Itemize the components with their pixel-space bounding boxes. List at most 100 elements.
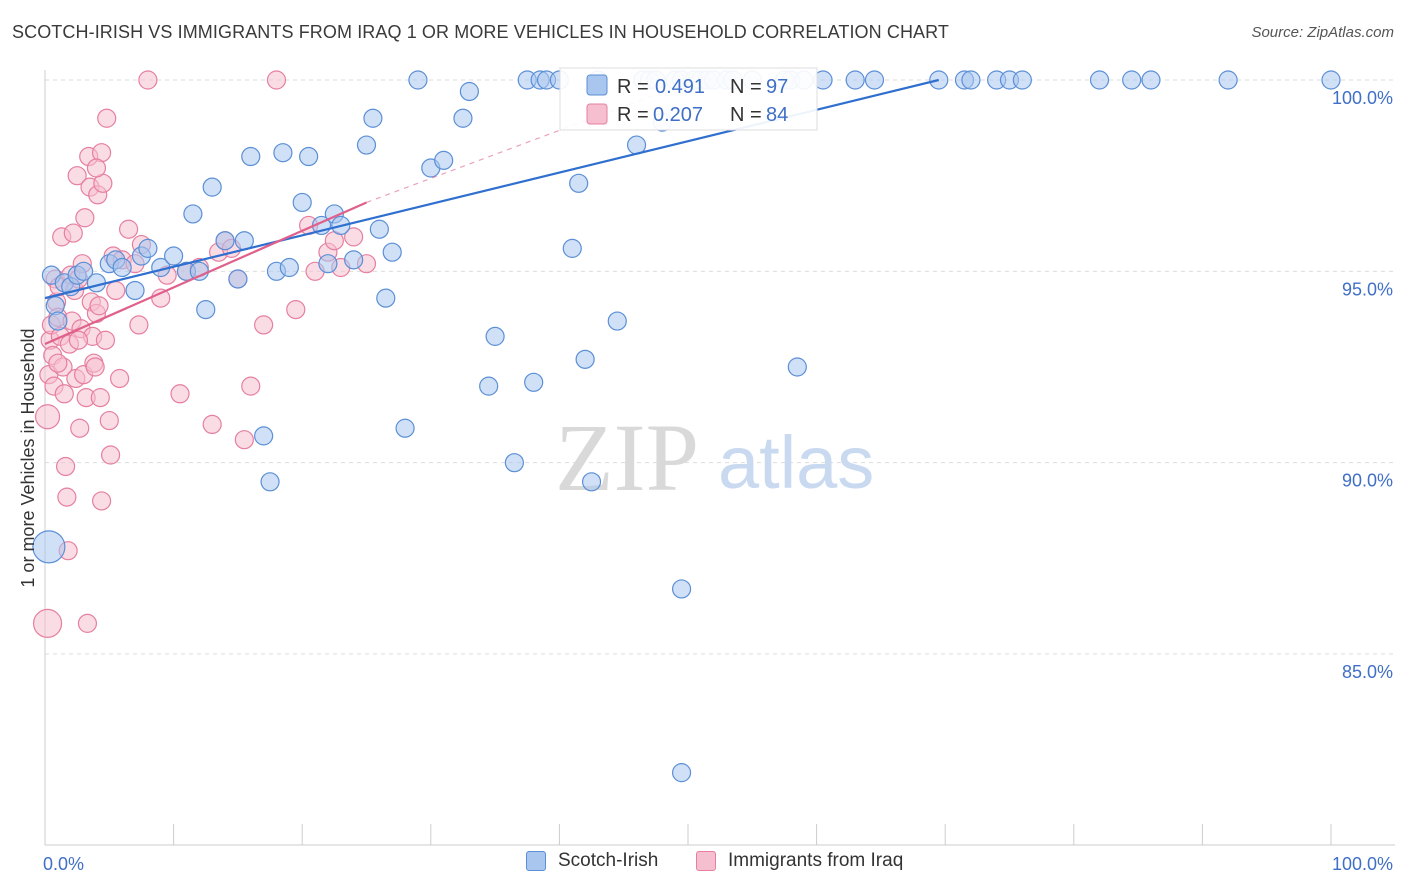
scotch-irish-point-85: [864, 70, 885, 90]
iraq-point-42: [90, 388, 110, 408]
scotch-irish-point-16: [164, 246, 184, 266]
legend-r-value-2: 0.207: [653, 104, 703, 126]
legend-swatch-blue: [586, 74, 608, 96]
scotch-irish-point-19: [189, 261, 209, 281]
legend-item-iraq[interactable]: Immigrants from Iraq: [696, 850, 903, 872]
grid-lines: [45, 79, 1395, 655]
scotch-irish-point-3: [48, 311, 68, 331]
iraq-point-63: [202, 414, 222, 434]
scotch-irish-point-59: [575, 349, 595, 369]
scotch-irish-point-38: [356, 135, 377, 155]
iraq-point-69: [241, 376, 261, 396]
scotch-irish-point-51: [504, 453, 524, 473]
iraq-point-57: [138, 70, 158, 90]
y-tick-label-0: 100.0%: [1332, 88, 1393, 108]
scotch-irish-point-95: [1218, 70, 1238, 90]
trend-line-iraq: [44, 201, 367, 346]
scotch-irish-point-92: [1089, 70, 1110, 90]
iraq-point-83: [48, 353, 68, 373]
y-tick-label-2: 90.0%: [1342, 471, 1393, 491]
scotch-irish-point-0: [32, 530, 66, 564]
iraq-point-16: [57, 487, 77, 507]
iraq-point-32: [77, 613, 98, 633]
y-tick-labels: 100.0% 95.0% 90.0% 85.0%: [1332, 88, 1393, 682]
scotch-irish-point-44: [408, 70, 428, 90]
scotch-irish-point-32: [299, 146, 319, 167]
scotch-irish-point-20: [196, 300, 216, 320]
watermark: ZIP atlas: [555, 404, 874, 511]
scotch-irish-point-71: [671, 763, 692, 783]
iraq-point-15: [55, 456, 76, 477]
x-tick-label-0: 0.0%: [43, 854, 84, 874]
iraq-point-72: [286, 300, 306, 320]
scotch-irish-point-46: [434, 150, 454, 170]
scotch-irish-point-18: [183, 204, 203, 224]
legend-label-iraq: Immigrants from Iraq: [728, 850, 904, 871]
iraq-point-43: [91, 491, 112, 511]
scotch-irish-point-39: [363, 108, 383, 128]
iraq-point-41: [89, 296, 109, 316]
chart-title: SCOTCH-IRISH VS IMMIGRANTS FROM IRAQ 1 O…: [12, 22, 950, 42]
scotch-irish-point-48: [459, 81, 479, 102]
y-tick-label-3: 85.0%: [1342, 662, 1393, 682]
scotch-irish-point-50: [485, 326, 505, 346]
iraq-point-48: [100, 445, 121, 465]
iraq-point-70: [254, 315, 274, 335]
scotch-irish-point-60: [581, 472, 602, 492]
iraq-point-58: [151, 288, 171, 308]
series-iraq-points: [32, 70, 377, 638]
scotch-irish-point-30: [279, 257, 299, 278]
legend-swatch-iraq: [696, 851, 716, 871]
scotch-irish-point-41: [376, 288, 396, 308]
scotch-irish-point-93: [1122, 70, 1142, 90]
legend-n-label-2: N =: [730, 104, 762, 126]
legend-r-label-2: R =: [617, 104, 649, 126]
legend-r-label-1: R =: [617, 76, 649, 98]
iraq-point-68: [234, 430, 254, 450]
bottom-legend: Scotch-Irish Immigrants from Iraq: [0, 850, 1406, 880]
scotch-irish-point-37: [344, 250, 364, 270]
iraq-point-47: [99, 410, 119, 431]
scotch-irish-point-12: [125, 280, 145, 301]
scotch-irish-point-21: [202, 177, 222, 197]
iraq-point-71: [266, 70, 287, 90]
iraq-point-45: [95, 330, 116, 350]
scotch-irish-point-62: [607, 311, 627, 331]
scotch-irish-point-49: [479, 376, 499, 396]
scotch-irish-point-8: [86, 273, 107, 293]
legend-swatch-scotch-irish: [526, 851, 546, 871]
scotch-irish-point-47: [453, 108, 473, 128]
iraq-point-1: [34, 404, 61, 430]
legend-item-scotch-irish[interactable]: Scotch-Irish: [526, 850, 658, 872]
legend-r-value-1: 0.491: [655, 76, 705, 98]
iraq-point-60: [170, 384, 190, 404]
scotch-irish-point-14: [138, 238, 158, 258]
iraq-point-53: [118, 219, 139, 239]
legend-swatch-pink: [586, 103, 608, 125]
scotch-irish-point-7: [73, 261, 94, 281]
scotch-irish-point-84: [845, 70, 865, 90]
scotch-irish-point-70: [671, 579, 692, 599]
axes: [44, 70, 1395, 846]
iraq-point-0: [32, 608, 63, 638]
iraq-point-21: [63, 223, 83, 243]
x-tick-labels: 0.0% 100.0%: [43, 854, 1393, 874]
scotch-irish-point-22: [215, 231, 235, 251]
scotch-irish-point-40: [369, 219, 389, 239]
y-axis-label: 1 or more Vehicles in Household: [18, 328, 38, 587]
scotch-irish-point-29: [273, 143, 293, 163]
scotch-irish-point-53: [524, 372, 544, 392]
scotch-irish-point-31: [292, 192, 312, 213]
iraq-point-30: [75, 208, 95, 228]
stats-legend: R = 0.491 N = 97 R = 0.207 N = 84: [559, 67, 818, 131]
scotch-irish-point-88: [961, 70, 981, 90]
scotch-irish-point-96: [1321, 70, 1341, 90]
x-tick-label-1: 100.0%: [1332, 854, 1393, 874]
watermark-atlas: atlas: [718, 421, 874, 504]
scotch-irish-point-58: [569, 173, 589, 193]
scotch-irish-point-91: [1012, 70, 1032, 90]
iraq-point-24: [67, 166, 87, 186]
source-credit: Source: ZipAtlas.com: [1251, 24, 1394, 41]
iraq-point-82: [68, 330, 89, 350]
iraq-point-26: [70, 418, 90, 438]
